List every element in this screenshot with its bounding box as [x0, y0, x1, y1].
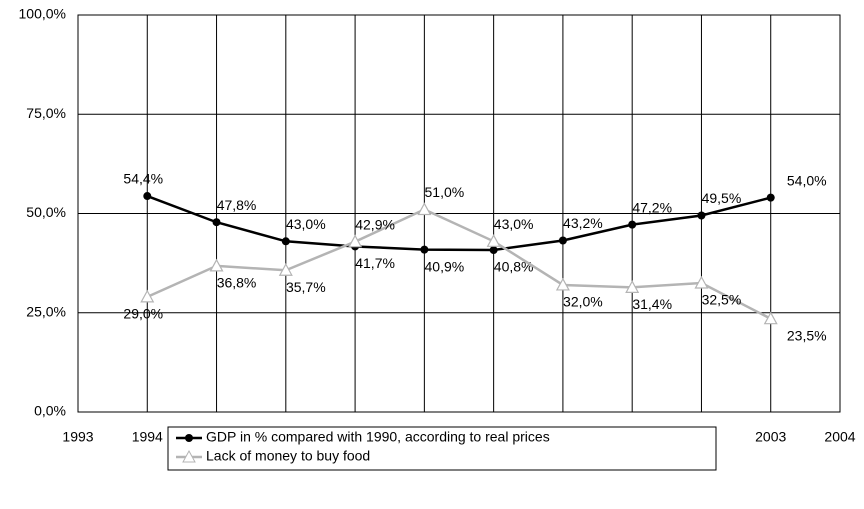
- x-tick-label: 2004: [824, 429, 855, 445]
- marker: [628, 220, 637, 229]
- value-label: 40,8%: [494, 259, 534, 275]
- marker: [281, 237, 290, 246]
- value-label: 43,2%: [563, 215, 603, 231]
- series-line: [146, 208, 772, 320]
- value-label: 47,8%: [217, 197, 257, 213]
- x-tick-label: 2003: [755, 429, 786, 445]
- marker: [140, 289, 155, 303]
- value-label: 41,7%: [355, 255, 395, 271]
- y-tick-label: 75,0%: [26, 105, 66, 121]
- legend-marker: [182, 449, 196, 463]
- value-label: 32,0%: [563, 294, 603, 310]
- value-label: 54,0%: [787, 172, 827, 188]
- marker: [694, 275, 709, 289]
- marker: [348, 234, 363, 248]
- marker: [555, 277, 570, 291]
- legend-box: [167, 426, 717, 471]
- legend-marker: [185, 434, 193, 442]
- value-label: 35,7%: [286, 279, 326, 295]
- plot-frame: [77, 14, 841, 413]
- value-label: 51,0%: [425, 184, 465, 200]
- marker: [143, 192, 152, 201]
- series-line: [146, 194, 772, 252]
- value-label: 49,5%: [702, 190, 742, 206]
- value-label: 32,5%: [702, 292, 742, 308]
- marker: [417, 202, 432, 216]
- value-label: 23,5%: [787, 327, 827, 343]
- marker: [278, 263, 293, 276]
- y-tick-label: 0,0%: [34, 403, 66, 419]
- value-label: 40,9%: [425, 258, 465, 274]
- marker: [763, 311, 778, 325]
- marker: [766, 193, 775, 202]
- marker: [558, 236, 567, 245]
- legend-label: Lack of money to buy food: [206, 448, 370, 464]
- x-tick-label: 1993: [62, 429, 93, 445]
- value-label: 29,0%: [123, 306, 163, 322]
- marker: [625, 280, 640, 293]
- marker: [489, 246, 498, 255]
- value-label: 47,2%: [632, 199, 672, 215]
- value-label: 36,8%: [217, 275, 257, 291]
- value-label: 54,4%: [123, 171, 163, 187]
- y-tick-label: 100,0%: [19, 6, 66, 22]
- marker: [420, 245, 429, 254]
- value-label: 43,0%: [286, 216, 326, 232]
- y-tick-label: 25,0%: [26, 303, 66, 319]
- legend-label: GDP in % compared with 1990, according t…: [206, 429, 550, 445]
- marker: [486, 234, 501, 247]
- y-tick-label: 50,0%: [26, 204, 66, 220]
- value-label: 31,4%: [632, 296, 672, 312]
- value-label: 43,0%: [494, 216, 534, 232]
- x-tick-label: 1994: [132, 429, 163, 445]
- value-label: 42,9%: [355, 216, 395, 232]
- marker: [212, 218, 221, 227]
- marker: [697, 211, 706, 220]
- marker: [209, 258, 224, 272]
